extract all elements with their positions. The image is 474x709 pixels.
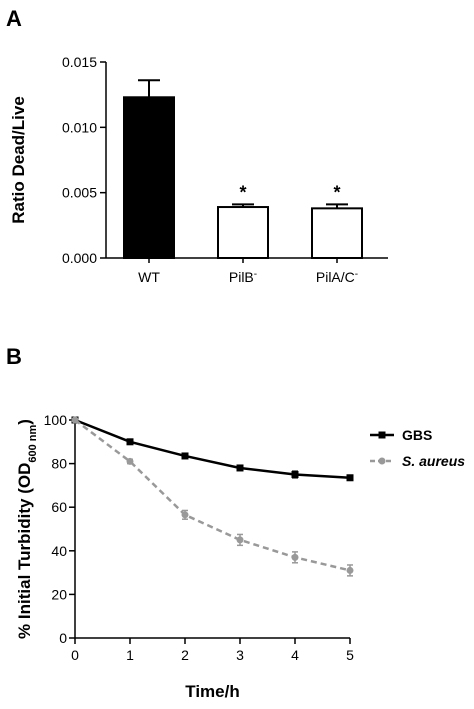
- y-tick-label: 0.005: [62, 185, 97, 201]
- y-tick-label: 80: [51, 456, 67, 472]
- data-point: [181, 452, 189, 460]
- y-tick-label: 0.000: [62, 250, 97, 266]
- series-line: [74, 418, 351, 480]
- line-chart-panel-b: 0 20 40 60 80 100 0 1 2 3 4 5 Time/h % Initial Turbid…: [15, 412, 465, 701]
- bar: [311, 207, 363, 259]
- category-label-text: PilB: [229, 269, 254, 285]
- category-label: WT: [138, 269, 160, 285]
- data-point: [291, 553, 299, 561]
- data-point: [126, 457, 134, 465]
- y-axis-title-end: ): [15, 419, 34, 425]
- y-tick-label: 60: [51, 499, 67, 515]
- data-point: [291, 471, 299, 478]
- data-point: [181, 511, 189, 519]
- legend-label: S. aureus: [402, 453, 465, 469]
- category-label-superscript: -: [254, 269, 257, 280]
- panel-b-letter: B: [6, 344, 22, 369]
- series-line: [74, 419, 351, 572]
- legend-marker: [378, 457, 386, 465]
- x-tick-label: 3: [236, 647, 244, 663]
- legend-marker: [378, 431, 386, 439]
- y-axis-title: % Initial Turbidity (OD600 nm): [15, 419, 39, 639]
- y-tick-label: 100: [44, 412, 68, 428]
- x-tick-label: 0: [71, 647, 79, 663]
- data-point: [236, 536, 244, 544]
- significance-marker: *: [333, 182, 340, 202]
- category-label-text: WT: [138, 269, 160, 285]
- y-tick-label: 20: [51, 586, 67, 602]
- data-point: [126, 438, 134, 446]
- x-tick-label: 5: [346, 647, 354, 663]
- y-tick-label: 0: [59, 630, 67, 646]
- y-tick-label: 40: [51, 543, 67, 559]
- y-axis-title: Ratio Dead/Live: [9, 96, 28, 224]
- bar-chart-panel-a: 0.000 0.005 0.010 0.015 Ratio Dead/Live WT * Pi…: [9, 54, 388, 285]
- panel-a-letter: A: [6, 6, 22, 31]
- bar: [123, 96, 175, 259]
- x-tick-label: 4: [291, 647, 299, 663]
- y-axis-title-text: % Initial Turbidity (OD: [15, 463, 34, 639]
- legend-label: GBS: [402, 427, 432, 443]
- category-label: PilA/C-: [316, 269, 358, 286]
- category-label-superscript: -: [355, 269, 358, 280]
- data-point: [236, 464, 244, 472]
- x-axis-title: Time/h: [185, 682, 239, 701]
- y-axis-title-subscript: 600 nm: [27, 425, 39, 463]
- category-label: PilB-: [229, 269, 257, 286]
- y-tick-label: 0.015: [62, 54, 97, 70]
- significance-marker: *: [239, 182, 246, 202]
- x-tick-label: 1: [126, 647, 134, 663]
- data-point: [346, 474, 354, 482]
- category-label-text: PilA/C: [316, 269, 355, 285]
- data-point: [71, 416, 79, 424]
- x-tick-label: 2: [181, 647, 189, 663]
- data-point: [346, 566, 354, 574]
- y-tick-label: 0.010: [62, 119, 97, 135]
- bar: [217, 206, 269, 259]
